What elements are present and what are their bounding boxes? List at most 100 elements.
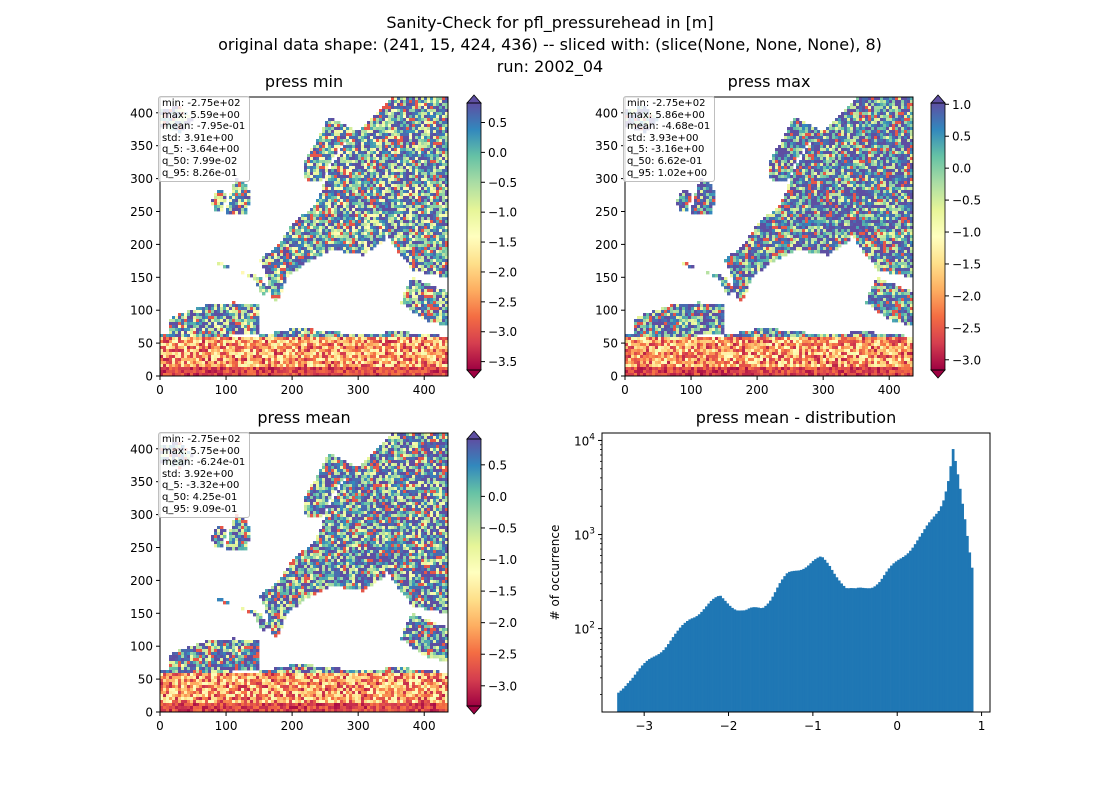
heatmap-cell	[865, 103, 869, 107]
heatmap-cell	[397, 349, 401, 353]
heatmap-cell	[322, 223, 326, 227]
heatmap-cell	[442, 139, 446, 143]
heatmap-cell	[265, 265, 269, 269]
heatmap-cell	[385, 367, 389, 371]
heatmap-cell	[421, 352, 425, 356]
heatmap-cell	[430, 304, 434, 308]
heatmap-cell	[316, 208, 320, 212]
heatmap-cell	[376, 340, 380, 344]
heatmap-cell	[385, 181, 389, 185]
heatmap-cell	[904, 112, 908, 116]
heatmap-cell	[238, 352, 242, 356]
heatmap-cell	[430, 256, 434, 260]
heatmap-cell	[172, 352, 176, 356]
heatmap-cell	[274, 349, 278, 353]
heatmap-cell	[262, 337, 266, 341]
heatmap-cell	[292, 265, 296, 269]
heatmap-cell	[781, 139, 785, 143]
heatmap-cell	[340, 214, 344, 218]
heatmap-cell	[328, 226, 332, 230]
heatmap-cell	[286, 271, 290, 275]
heatmap-cell	[163, 340, 167, 344]
heatmap-cell	[382, 121, 386, 125]
heatmap-cell	[223, 337, 227, 341]
heatmap-cell	[376, 133, 380, 137]
heatmap-cell	[412, 334, 416, 338]
heatmap-cell	[328, 169, 332, 173]
heatmap-cell	[169, 340, 173, 344]
heatmap-cell	[856, 124, 860, 128]
heatmap-cell	[859, 103, 863, 107]
heatmap-cell	[412, 268, 416, 272]
x-tick-label: 100	[215, 383, 238, 397]
heatmap-cell	[247, 370, 251, 374]
heatmap-cell	[910, 133, 914, 137]
heatmap-cell	[220, 208, 224, 212]
heatmap-cell	[373, 121, 377, 125]
heatmap-cell	[328, 118, 332, 122]
heatmap-cell	[205, 343, 209, 347]
heatmap-cell	[844, 136, 848, 140]
heatmap-cell	[442, 241, 446, 245]
heatmap-cell	[436, 166, 440, 170]
heatmap-cell	[436, 157, 440, 161]
heatmap-cell	[211, 349, 215, 353]
heatmap-cell	[415, 136, 419, 140]
heatmap-cell	[352, 250, 356, 254]
heatmap-cell	[229, 364, 233, 368]
heatmap-cell	[373, 148, 377, 152]
heatmap-cell	[361, 241, 365, 245]
heatmap-cell	[358, 211, 362, 215]
heatmap-cell	[370, 157, 374, 161]
heatmap-cell	[355, 352, 359, 356]
heatmap-cell	[271, 286, 275, 290]
heatmap-cell	[226, 349, 230, 353]
heatmap-cell	[388, 190, 392, 194]
heatmap-cell	[430, 340, 434, 344]
heatmap-cell	[364, 355, 368, 359]
heatmap-cell	[412, 193, 416, 197]
heatmap-cell	[367, 181, 371, 185]
heatmap-cell	[277, 349, 281, 353]
heatmap-cell	[292, 223, 296, 227]
heatmap-cell	[337, 220, 341, 224]
heatmap-cell	[373, 157, 377, 161]
heatmap-cell	[244, 364, 248, 368]
heatmap-cell	[334, 247, 338, 251]
heatmap-cell	[436, 247, 440, 251]
heatmap-cell	[406, 370, 410, 374]
heatmap-cell	[352, 223, 356, 227]
heatmap-cell	[391, 193, 395, 197]
heatmap-cell	[391, 334, 395, 338]
heatmap-cell	[172, 337, 176, 341]
heatmap-cell	[235, 340, 239, 344]
heatmap-cell	[427, 196, 431, 200]
heatmap-cell	[853, 124, 857, 128]
heatmap-cell	[850, 133, 854, 137]
heatmap-cell	[427, 262, 431, 266]
heatmap-cell	[442, 235, 446, 239]
heatmap-cell	[403, 364, 407, 368]
heatmap-cell	[373, 205, 377, 209]
heatmap-cell	[169, 346, 173, 350]
heatmap-cell	[247, 337, 251, 341]
heatmap-cell	[256, 322, 260, 326]
heatmap-panel-press-min: 0 100 200 300 4000501001502002503003504000.5…	[130, 94, 517, 397]
heatmap-cell	[355, 349, 359, 353]
heatmap-cell	[220, 358, 224, 362]
heatmap-cell	[415, 199, 419, 203]
heatmap-cell	[373, 346, 377, 350]
heatmap-cell	[367, 133, 371, 137]
heatmap-cell	[391, 115, 395, 119]
heatmap-cell	[337, 214, 341, 218]
heatmap-cell	[373, 343, 377, 347]
heatmap-cell	[280, 274, 284, 278]
heatmap-cell	[352, 358, 356, 362]
heatmap-cell	[406, 298, 410, 302]
heatmap-cell	[253, 304, 257, 308]
heatmap-cell	[406, 115, 410, 119]
heatmap-cell	[907, 121, 911, 125]
heatmap-cell	[250, 310, 254, 314]
heatmap-cell	[382, 151, 386, 155]
heatmap-cell	[334, 214, 338, 218]
